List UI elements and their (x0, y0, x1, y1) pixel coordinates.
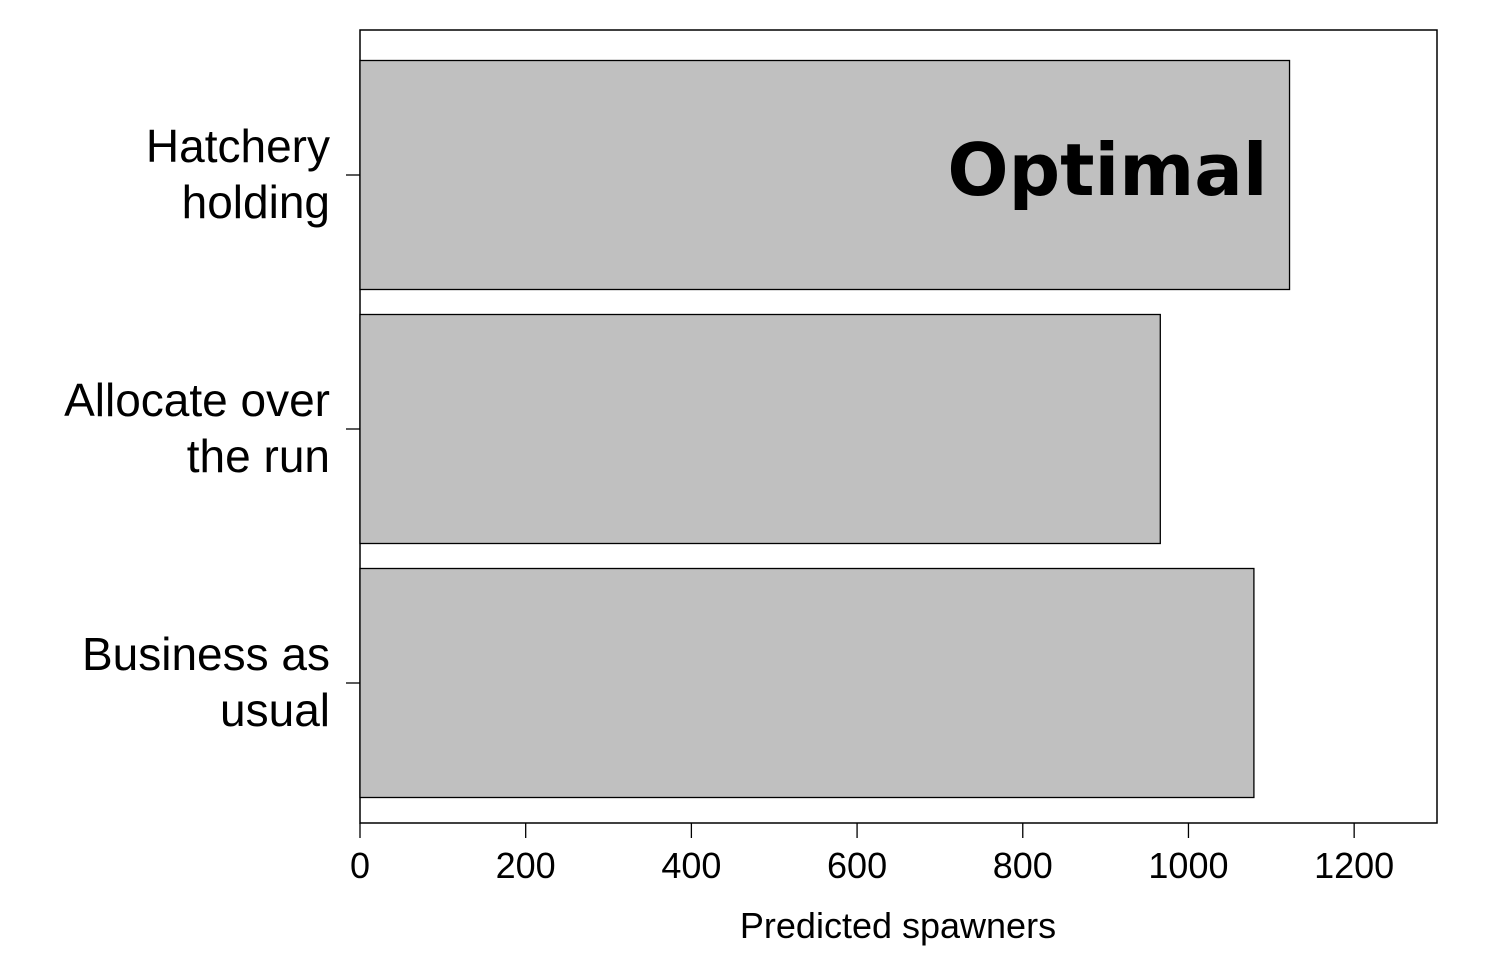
x-tick-label: 1200 (1314, 845, 1394, 886)
y-tick-label-line: Allocate over (64, 374, 330, 426)
y-tick-label-line: holding (182, 176, 330, 228)
bar (359, 313, 1161, 545)
x-tick-label: 200 (496, 845, 556, 886)
y-tick-label-line: the run (187, 430, 330, 482)
bars (359, 59, 1291, 799)
x-tick-label: 800 (993, 845, 1053, 886)
y-axis: Hatchery holding Allocate over the run Busin… (64, 120, 360, 736)
x-axis-title: Predicted spawners (740, 905, 1056, 946)
y-tick-label-line: Hatchery (146, 120, 330, 172)
x-axis: 0 200 400 600 800 1000 1200 (350, 823, 1394, 886)
y-tick-label-line: Business as (82, 628, 330, 680)
y-tick-label: Hatchery holding (146, 120, 330, 228)
y-tick-label: Allocate over the run (64, 374, 330, 482)
x-tick-label: 400 (661, 845, 721, 886)
y-tick-label: Business as usual (82, 628, 330, 736)
x-tick-label: 600 (827, 845, 887, 886)
x-tick-label: 0 (350, 845, 370, 886)
y-tick-label-line: usual (220, 684, 330, 736)
x-tick-label: 1000 (1148, 845, 1228, 886)
bar (359, 59, 1291, 291)
bar (359, 567, 1255, 799)
annotation-label: Optimal (947, 128, 1267, 212)
